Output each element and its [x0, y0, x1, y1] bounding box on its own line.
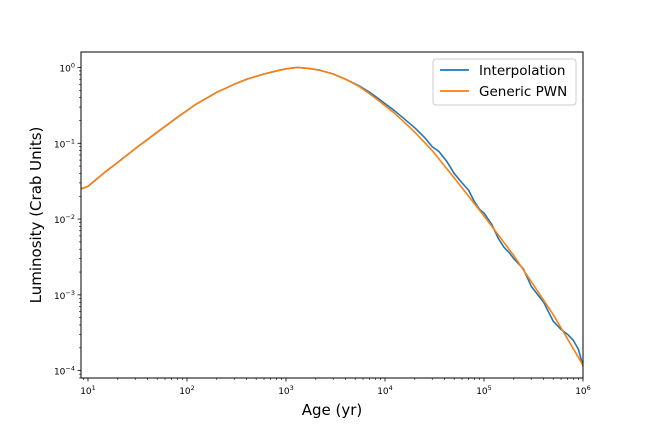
y-axis: 100 10−1 10−2 10−3 10−4 — [54, 61, 81, 379]
x-tick-label: 106 — [575, 384, 591, 397]
x-axis: 101 102 103 104 105 106 — [80, 378, 591, 397]
x-tick-label: 103 — [278, 384, 294, 397]
y-tick-label: 100 — [59, 61, 75, 74]
y-tick-label: 10−2 — [54, 213, 75, 226]
x-tick-label: 102 — [179, 384, 195, 397]
series-layer — [81, 66, 583, 367]
plot-frame — [80, 51, 584, 379]
x-tick-label: 101 — [80, 384, 96, 397]
series-line-generic-pwn — [81, 66, 583, 367]
legend-label-generic-pwn: Generic PWN — [479, 84, 567, 100]
x-tick-label: 104 — [377, 384, 393, 397]
y-tick-label: 10−4 — [54, 365, 75, 378]
y-axis-title: Luminosity (Crab Units) — [27, 127, 45, 304]
x-axis-title: Age (yr) — [302, 401, 363, 419]
legend: Interpolation Generic PWN — [432, 58, 577, 106]
y-tick-label: 10−3 — [54, 289, 75, 302]
y-tick-label: 10−1 — [54, 137, 75, 150]
x-tick-label: 105 — [476, 384, 492, 397]
legend-label-interpolation: Interpolation — [479, 63, 565, 79]
